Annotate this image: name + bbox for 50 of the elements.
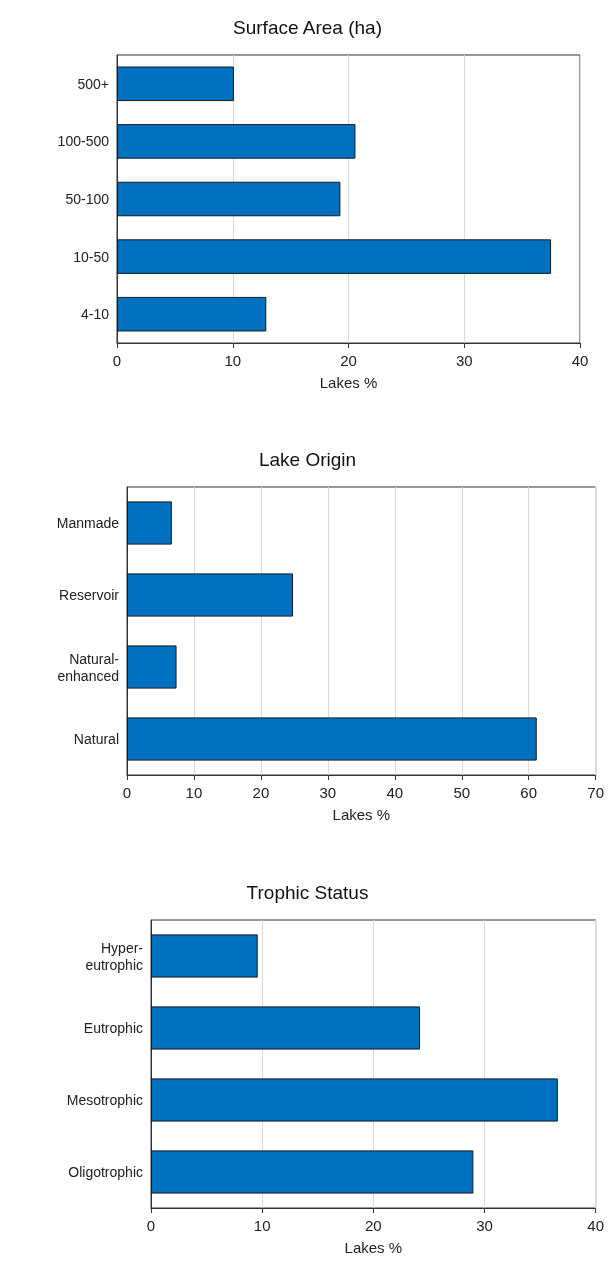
y-tick-label: Natural- enhanced: [57, 650, 120, 684]
y-tick-label: 50-100: [65, 191, 110, 207]
bar: [151, 934, 258, 978]
x-tick-label: 70: [587, 784, 604, 801]
y-tick-label: 500+: [77, 75, 109, 92]
bar: [117, 66, 234, 102]
x-tick-label: 40: [571, 352, 589, 369]
bar: [117, 296, 267, 332]
x-tick-label: 10: [185, 784, 203, 801]
x-tick-label: 30: [319, 784, 337, 801]
y-tick-label: Eutrophic: [83, 1020, 143, 1036]
chart-title: Lake Origin: [258, 449, 357, 470]
x-tick-label: 50: [453, 784, 471, 801]
x-tick-label: 30: [455, 352, 473, 369]
y-tick-label: Reservoir: [59, 587, 120, 603]
bar: [151, 1078, 558, 1122]
x-tick-label: 20: [252, 784, 270, 801]
x-tick-label: 10: [224, 352, 242, 369]
x-tick-label: 20: [340, 352, 357, 369]
y-tick-label: 4-10: [80, 306, 110, 323]
x-tick-label: 30: [476, 1217, 493, 1234]
x-axis-title: Lakes %: [319, 374, 378, 391]
bar: [151, 1006, 421, 1050]
bar: [127, 573, 294, 617]
y-tick-label: Hyper- eutrophic: [85, 939, 144, 973]
x-tick-label: 0: [112, 352, 122, 369]
y-tick-label: 10-50: [73, 248, 110, 265]
x-axis-title: Lakes %: [332, 806, 391, 823]
x-tick-label: 0: [146, 1217, 156, 1234]
y-tick-label: 100-500: [57, 133, 110, 150]
x-tick-label: 40: [386, 784, 404, 801]
bar: [127, 501, 172, 545]
chart-title: Surface Area (ha): [233, 17, 382, 38]
bar: [151, 1150, 474, 1194]
x-tick-label: 40: [587, 1217, 604, 1234]
bar: [117, 124, 356, 159]
x-tick-label: 10: [253, 1217, 271, 1234]
bar: [117, 239, 552, 274]
bar: [127, 645, 177, 689]
y-tick-label: Oligotrophic: [68, 1164, 143, 1180]
x-tick-label: 0: [122, 784, 132, 801]
bar: [117, 181, 341, 217]
y-tick-label: Mesotrophic: [66, 1092, 143, 1108]
chart-title: Trophic Status: [246, 882, 369, 903]
x-axis-title: Lakes %: [344, 1239, 403, 1256]
bar: [127, 717, 537, 761]
x-tick-label: 20: [364, 1217, 382, 1234]
y-tick-label: Natural: [73, 731, 119, 747]
y-tick-label: Manmade: [56, 515, 120, 531]
x-tick-label: 60: [520, 784, 538, 801]
